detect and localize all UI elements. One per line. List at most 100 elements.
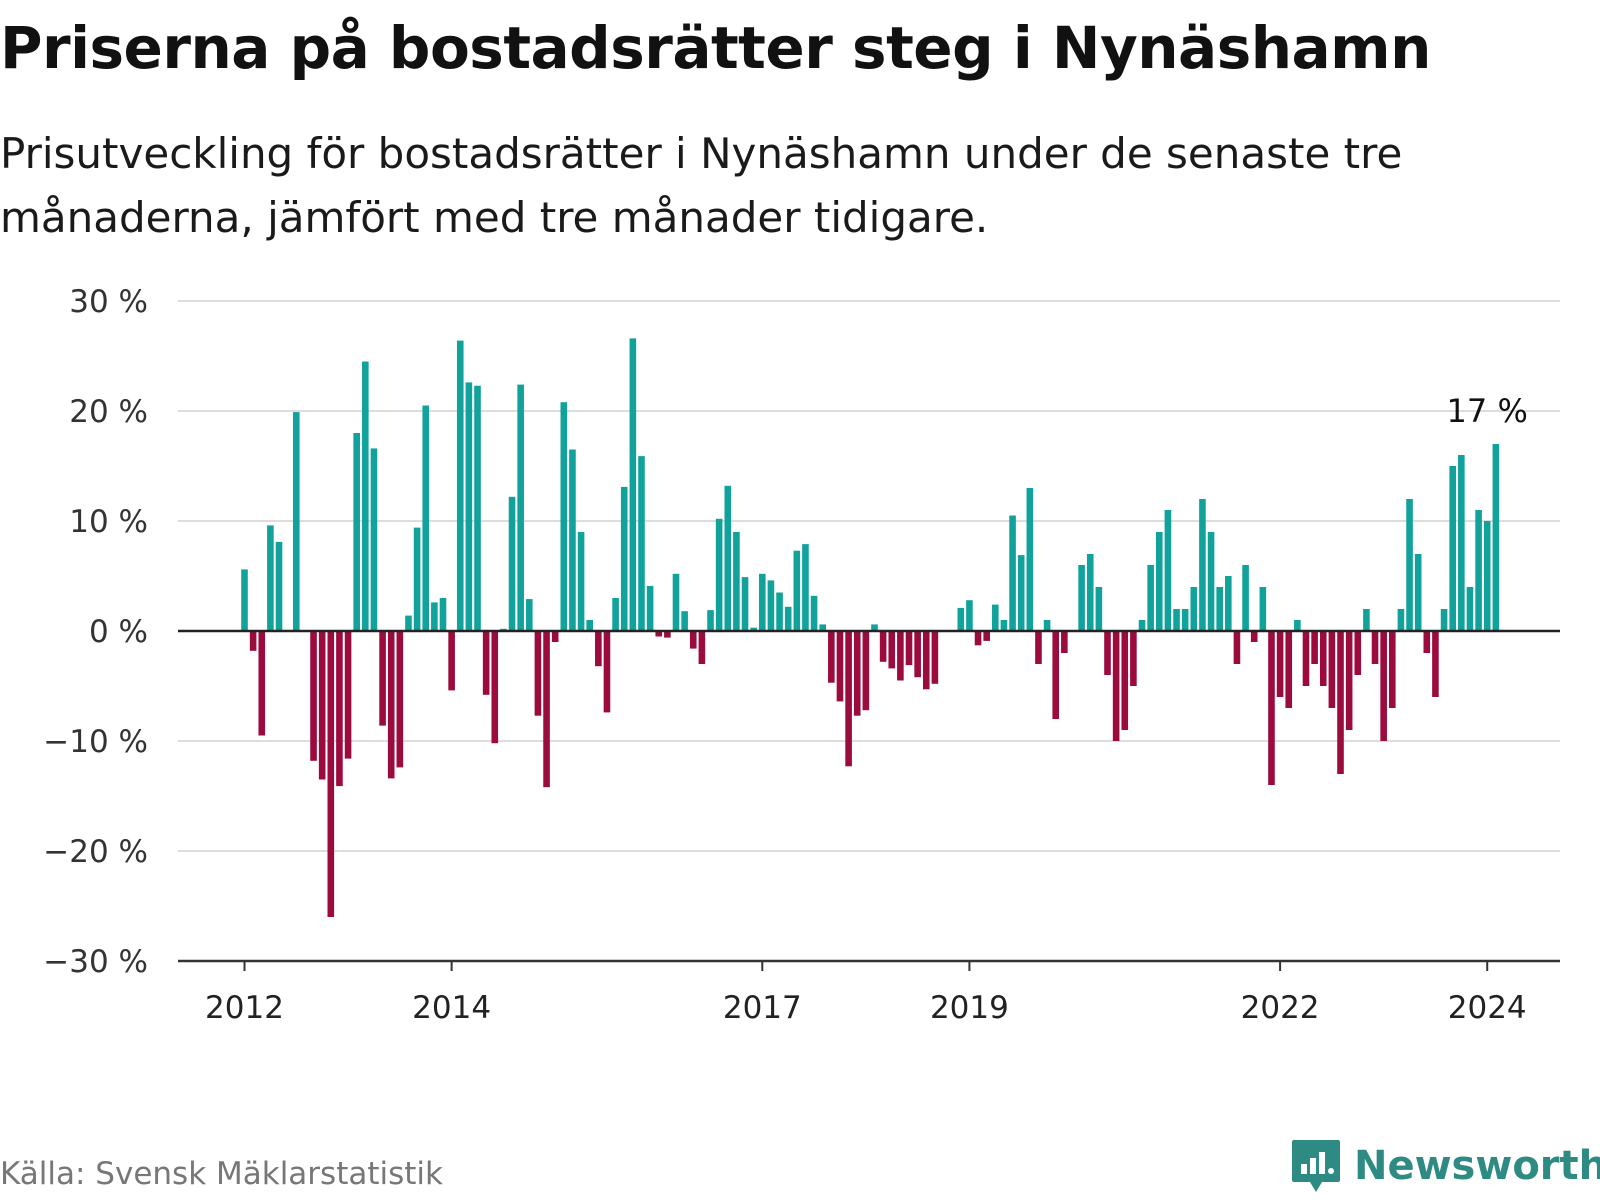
bar <box>482 631 490 695</box>
bar <box>1147 565 1154 631</box>
bar <box>733 532 740 631</box>
bar <box>1363 609 1370 631</box>
bar <box>439 598 447 631</box>
bar <box>1086 554 1094 631</box>
bar <box>1009 515 1016 631</box>
bar <box>638 456 645 631</box>
bar <box>551 631 559 642</box>
bar <box>241 569 248 631</box>
bar <box>1199 499 1206 631</box>
bar <box>1000 620 1008 631</box>
bar <box>966 600 973 631</box>
bar <box>534 631 542 716</box>
bar <box>689 631 697 649</box>
bar <box>879 631 887 662</box>
bar <box>396 631 404 768</box>
bar <box>1276 631 1284 697</box>
y-tick-label: −10 % <box>43 724 148 760</box>
bar <box>1130 631 1137 686</box>
brand-name: Newsworthy <box>1354 1143 1600 1189</box>
bar <box>1225 576 1232 631</box>
bar <box>1294 620 1301 631</box>
bar <box>1388 631 1396 708</box>
bar <box>327 631 335 917</box>
bar <box>1155 532 1163 631</box>
bar <box>1190 587 1198 631</box>
bar <box>672 573 680 631</box>
bar <box>1285 631 1293 708</box>
y-tick-label: 20 % <box>69 394 148 430</box>
bar <box>448 631 455 691</box>
bar <box>888 631 896 669</box>
bar <box>353 433 360 631</box>
y-tick-label: 30 % <box>69 284 148 320</box>
bar <box>1078 565 1085 631</box>
bar <box>1259 587 1267 631</box>
bar <box>1207 532 1215 631</box>
bar <box>1337 631 1344 774</box>
bar <box>1035 631 1042 664</box>
bar <box>612 598 619 631</box>
bar <box>914 631 921 678</box>
bar <box>922 631 930 690</box>
bar <box>784 606 792 631</box>
bar <box>1449 466 1456 631</box>
y-tick-label: 0 % <box>89 614 148 650</box>
bar <box>897 631 904 681</box>
bar <box>1492 444 1500 631</box>
bar <box>1017 555 1025 631</box>
bar <box>1414 554 1422 631</box>
bar <box>1302 631 1310 686</box>
bar <box>344 631 352 759</box>
bar <box>318 631 326 780</box>
bar <box>992 604 999 631</box>
bar <box>707 610 714 631</box>
bar <box>802 544 809 631</box>
bar <box>853 631 861 716</box>
y-tick-label: −30 % <box>43 944 148 980</box>
bar <box>465 382 473 631</box>
bar <box>905 631 913 666</box>
bar <box>741 577 749 631</box>
bar <box>474 385 481 631</box>
bar <box>862 631 870 711</box>
bar <box>1423 631 1431 653</box>
bar <box>1475 510 1482 631</box>
x-tick-label: 2017 <box>723 990 802 1026</box>
bar <box>931 631 939 684</box>
bar <box>258 631 266 736</box>
bar <box>1233 631 1241 664</box>
y-tick-label: −20 % <box>43 834 148 870</box>
bar <box>828 631 835 683</box>
bar <box>646 585 654 631</box>
bar <box>655 631 663 637</box>
bar <box>983 631 990 641</box>
bar <box>1216 587 1223 631</box>
bar <box>422 405 430 631</box>
bar <box>776 592 783 631</box>
bar <box>724 485 732 631</box>
x-tick-label: 2019 <box>930 990 1009 1026</box>
bar <box>560 402 568 631</box>
bar <box>1458 455 1465 631</box>
chart-title: Priserna på bostadsrätter steg i Nynäsha… <box>0 14 1431 82</box>
bar <box>1440 609 1448 631</box>
bar <box>1319 631 1327 686</box>
x-tick-label: 2012 <box>205 990 284 1026</box>
bar <box>370 448 378 631</box>
bar <box>517 384 524 631</box>
bar <box>1397 609 1405 631</box>
bar <box>1268 631 1275 785</box>
bar <box>1121 631 1129 730</box>
bar <box>379 631 386 726</box>
newsworthy-logo-icon <box>1292 1140 1340 1192</box>
bar <box>767 580 775 631</box>
bar <box>1164 510 1172 631</box>
bar <box>543 631 550 788</box>
bar <box>759 573 766 631</box>
bar <box>664 631 671 638</box>
x-tick-label: 2022 <box>1241 990 1320 1026</box>
bar <box>525 599 533 631</box>
bar <box>819 624 827 631</box>
bar <box>413 527 421 631</box>
